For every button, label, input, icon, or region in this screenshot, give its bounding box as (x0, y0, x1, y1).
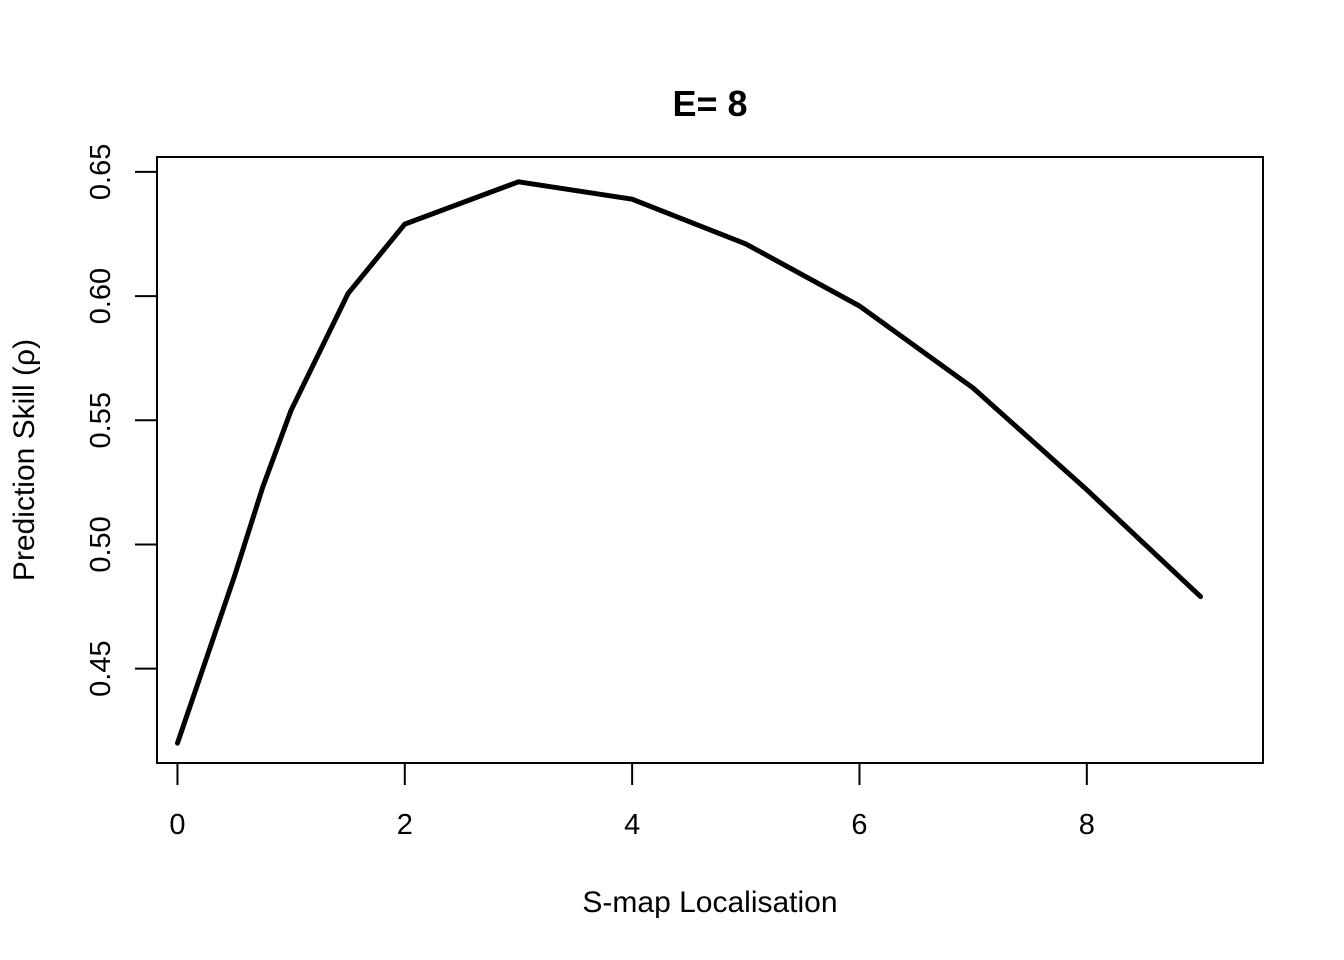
series-line-0 (175, 179, 1203, 746)
x-tick-label: 8 (1079, 809, 1095, 841)
plot-frame (156, 156, 1264, 764)
x-axis: 0 2 4 6 8 (169, 762, 1095, 841)
x-tick-label: 2 (397, 809, 413, 841)
x-tick-label: 0 (169, 809, 185, 841)
y-tick-label: 0.50 (85, 516, 117, 572)
x-axis-label: S-map Localisation (582, 886, 837, 919)
y-tick-label: 0.65 (85, 144, 117, 200)
y-tick-label: 0.55 (85, 392, 117, 448)
series-group (175, 179, 1203, 746)
x-tick-label: 4 (624, 809, 640, 841)
y-axis-label: Prediction Skill (ρ) (8, 339, 41, 581)
y-tick-label: 0.45 (85, 640, 117, 696)
x-tick-label: 6 (851, 809, 867, 841)
y-axis: 0.45 0.50 0.55 0.60 0.65 (85, 144, 158, 697)
y-tick-label: 0.60 (85, 268, 117, 324)
chart-title: E= 8 (672, 83, 747, 124)
